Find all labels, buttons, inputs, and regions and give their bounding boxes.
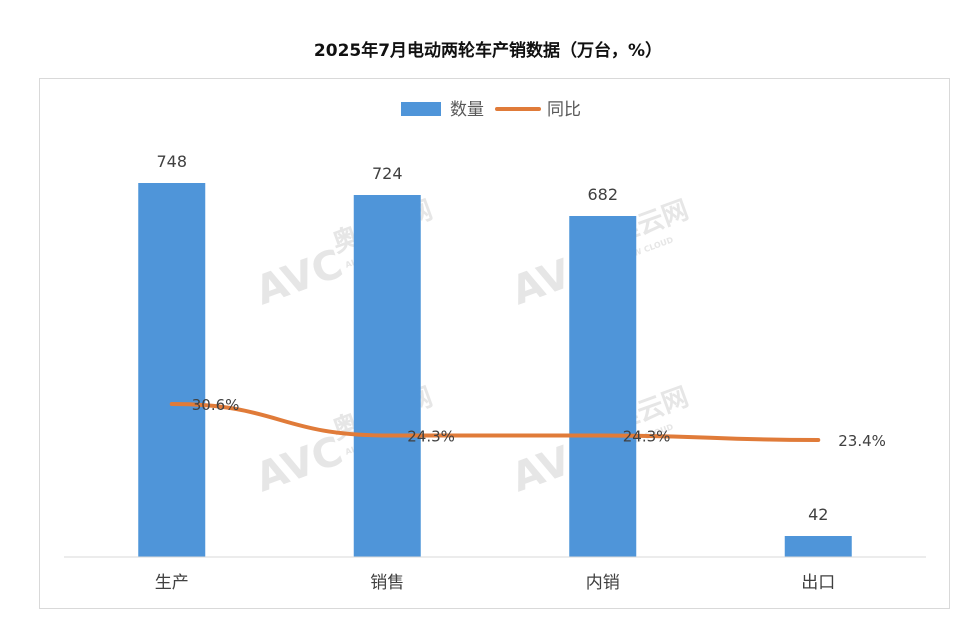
line-value-label: 23.4%: [838, 432, 886, 450]
bar-生产: [138, 183, 206, 557]
category-tick-label: 销售: [370, 573, 404, 593]
legend-swatch-bar: [401, 102, 441, 116]
line-value-label: 30.6%: [192, 396, 240, 414]
bar-销售: [353, 195, 421, 557]
legend-label-line: 同比: [547, 100, 581, 120]
svg-text:AVC: AVC: [250, 241, 349, 315]
line-value-label: 24.3%: [623, 428, 671, 446]
bar-value-label: 748: [156, 152, 187, 171]
bar-value-label: 724: [372, 164, 403, 183]
labels-layer: 748 生产 724 销售 682 内销 42 出口 30.6% 24.3% 24.3% 23.4%: [155, 152, 886, 593]
line-layer: [169, 402, 821, 442]
chart-frame: [39, 78, 950, 609]
line-value-label: 24.3%: [407, 428, 455, 446]
svg-text:AVC: AVC: [250, 428, 349, 502]
legend: 数量 同比: [401, 100, 581, 120]
line-series-同比: [169, 402, 821, 442]
category-tick-label: 出口: [801, 573, 835, 593]
bars-layer: [138, 183, 852, 557]
bar-出口: [784, 536, 852, 557]
bar-value-label: 682: [587, 185, 618, 204]
chart-title: 2025年7月电动两轮车产销数据（万台，%）: [313, 41, 663, 61]
bar-value-label: 42: [808, 505, 828, 524]
category-tick-label: 内销: [586, 573, 620, 593]
category-tick-label: 生产: [155, 573, 189, 593]
legend-label-bar: 数量: [450, 100, 484, 120]
bar-内销: [569, 216, 637, 557]
